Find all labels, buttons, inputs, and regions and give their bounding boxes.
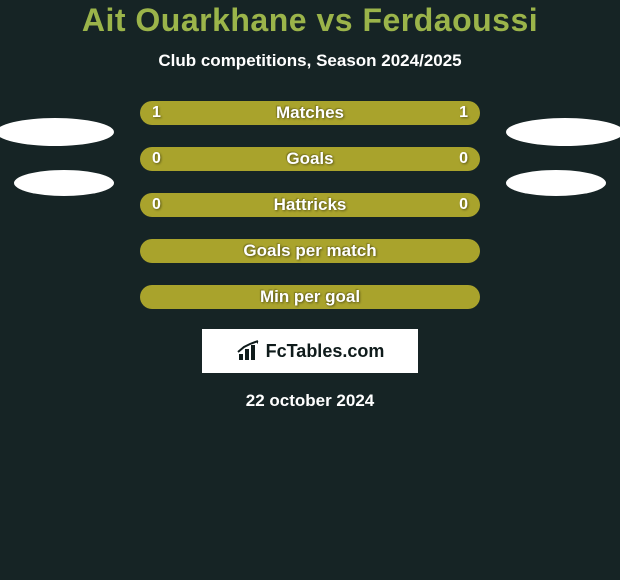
brand-text: FcTables.com: [266, 341, 385, 362]
stat-left-value: 0: [152, 150, 161, 168]
stat-right-value: 0: [459, 150, 468, 168]
date-label: 22 october 2024: [0, 391, 620, 411]
stat-row-hattricks: 0 Hattricks 0: [140, 193, 480, 217]
stat-label: Min per goal: [260, 287, 360, 307]
stat-rows: 1 Matches 1 0 Goals 0 0 Hattricks 0 Goal…: [140, 101, 480, 309]
player-blob: [14, 170, 114, 196]
stat-label: Matches: [276, 103, 344, 123]
stat-label: Hattricks: [274, 195, 347, 215]
comparison-card: Ait Ouarkhane vs Ferdaoussi Club competi…: [0, 0, 620, 580]
stat-right-value: 1: [459, 104, 468, 122]
stat-left-value: 0: [152, 196, 161, 214]
stat-row-matches: 1 Matches 1: [140, 101, 480, 125]
player-blob: [0, 118, 114, 146]
stat-label: Goals per match: [243, 241, 376, 261]
stat-right-value: 0: [459, 196, 468, 214]
bar-chart-icon: [236, 340, 262, 362]
left-player-marks: [0, 118, 114, 220]
page-title: Ait Ouarkhane vs Ferdaoussi: [0, 2, 620, 39]
stat-row-goals-per-match: Goals per match: [140, 239, 480, 263]
right-player-marks: [506, 118, 620, 220]
stat-row-min-per-goal: Min per goal: [140, 285, 480, 309]
stat-label: Goals: [286, 149, 333, 169]
brand-badge[interactable]: FcTables.com: [202, 329, 418, 373]
subtitle: Club competitions, Season 2024/2025: [0, 51, 620, 71]
stat-left-value: 1: [152, 104, 161, 122]
stat-row-goals: 0 Goals 0: [140, 147, 480, 171]
player-blob: [506, 118, 620, 146]
player-blob: [506, 170, 606, 196]
